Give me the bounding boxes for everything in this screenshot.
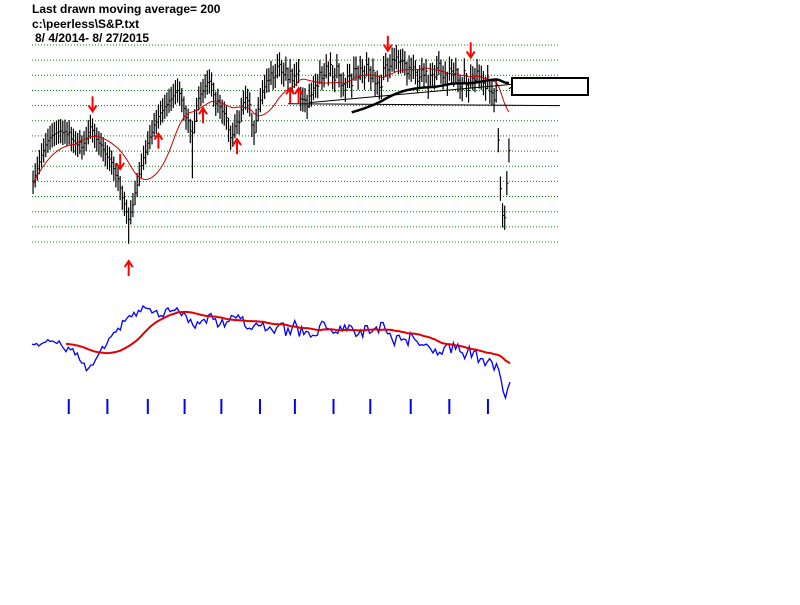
buy-arrow-head [285, 86, 295, 95]
moving-average-line [32, 66, 510, 183]
sell-arrow-head [383, 44, 393, 53]
dma-label-box [511, 77, 589, 96]
sell-arrow-head [87, 104, 98, 114]
dma-200-line [351, 78, 510, 114]
price-panel [32, 0, 589, 276]
header-line-1: Last drawn moving average= 200 [32, 2, 221, 16]
sell-arrow-head [115, 162, 125, 171]
buy-arrow-head [293, 86, 304, 95]
header-line-2: c:\peerless\S&P.txt [32, 17, 139, 31]
support-line [287, 103, 561, 107]
obv-panel [31, 304, 511, 414]
obv-line [31, 304, 511, 401]
buy-arrow-head [198, 106, 208, 115]
buy-arrow-head [232, 137, 242, 146]
trend-line [309, 83, 512, 104]
obv-moving-average [65, 310, 511, 365]
dma-label-pointer [508, 86, 513, 90]
sell-arrow-head [465, 50, 476, 60]
buy-arrow-head [153, 131, 164, 141]
buy-arrow-head [123, 259, 134, 268]
header-line-3: 8/ 4/2014- 8/ 27/2015 [35, 31, 149, 45]
